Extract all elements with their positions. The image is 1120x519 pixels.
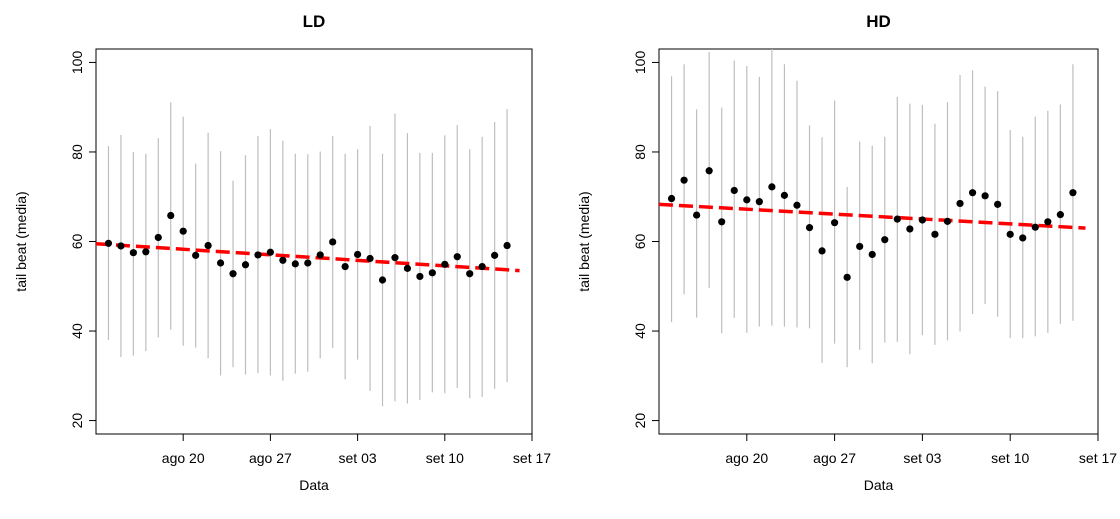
data-point [944,218,951,225]
data-point [668,195,675,202]
y-tick-label: 20 [69,413,85,429]
x-tick-label: ago 20 [725,450,768,466]
data-marks [96,102,520,406]
y-tick-label: 100 [69,51,85,75]
y-tick-label: 80 [632,144,648,160]
data-point [856,243,863,250]
data-point [818,247,825,254]
data-point [317,251,324,258]
chart-title: LD [303,12,326,31]
y-tick-label: 40 [632,323,648,339]
data-point [379,276,386,283]
data-point [217,259,224,266]
data-point [743,196,750,203]
data-point [693,211,700,218]
data-point [391,254,398,261]
data-point [881,236,888,243]
data-point [479,263,486,270]
data-point [441,261,448,268]
data-point [1057,211,1064,218]
data-point [919,216,926,223]
data-point [718,218,725,225]
data-point [142,248,149,255]
data-marks [659,49,1085,367]
data-point [354,251,361,258]
x-tick-label: set 03 [339,450,377,466]
y-tick-label: 20 [632,413,648,429]
data-point [994,201,1001,208]
data-point [130,249,137,256]
data-point [768,183,775,190]
data-point [831,219,838,226]
data-point [756,198,763,205]
data-point [304,259,311,266]
y-axis-label: tail beat (media) [13,191,29,291]
data-point [869,251,876,258]
y-tick-label: 40 [69,323,85,339]
data-point [180,228,187,235]
data-point [254,251,261,258]
data-point [982,192,989,199]
data-point [329,238,336,245]
data-point [906,225,913,232]
data-point [956,200,963,207]
plot-frame [96,49,532,434]
chart-title: HD [866,12,891,31]
y-tick-label: 100 [632,51,648,75]
data-point [969,189,976,196]
data-point [205,242,212,249]
y-tick-label: 60 [632,234,648,250]
chart-panel-hd: HD 20 40 60 80 100 ago 20 ago 27 set 03 set 10 set… [576,12,1117,493]
x-tick-label: set 10 [991,450,1029,466]
data-point [117,242,124,249]
data-point [680,177,687,184]
x-tick-label: set 03 [903,450,941,466]
data-point [894,216,901,223]
data-point [105,240,112,247]
plot-frame [659,49,1098,434]
data-point [466,270,473,277]
data-point [416,273,423,280]
data-point [342,263,349,270]
data-point [229,270,236,277]
x-axis-label: Data [864,477,894,493]
data-point [781,192,788,199]
data-point [242,261,249,268]
data-point [1069,189,1076,196]
data-point [806,224,813,231]
x-axis-label: Data [299,477,329,493]
data-point [706,167,713,174]
data-point [267,249,274,256]
data-point [279,257,286,264]
data-point [1032,224,1039,231]
x-tick-label: set 17 [1079,450,1117,466]
data-point [155,234,162,241]
data-point [454,253,461,260]
x-tick-label: ago 27 [813,450,856,466]
x-tick-label: ago 27 [249,450,292,466]
y-axis-label: tail beat (media) [576,191,592,291]
data-point [503,242,510,249]
data-point [366,255,373,262]
data-point [931,231,938,238]
data-point [167,212,174,219]
data-point [404,265,411,272]
data-point [844,274,851,281]
data-point [1007,231,1014,238]
data-point [429,269,436,276]
x-tick-label: set 17 [513,450,551,466]
data-point [1044,218,1051,225]
chart-panel-ld: LD 20 40 60 80 100 ago 20 ago 27 set 03 set 10 set… [13,12,551,493]
data-point [491,252,498,259]
data-point [292,260,299,267]
y-tick-label: 60 [69,234,85,250]
x-tick-label: set 10 [426,450,464,466]
data-point [731,187,738,194]
data-point [793,202,800,209]
x-tick-label: ago 20 [162,450,205,466]
data-point [192,252,199,259]
data-point [1019,234,1026,241]
y-tick-label: 80 [69,144,85,160]
